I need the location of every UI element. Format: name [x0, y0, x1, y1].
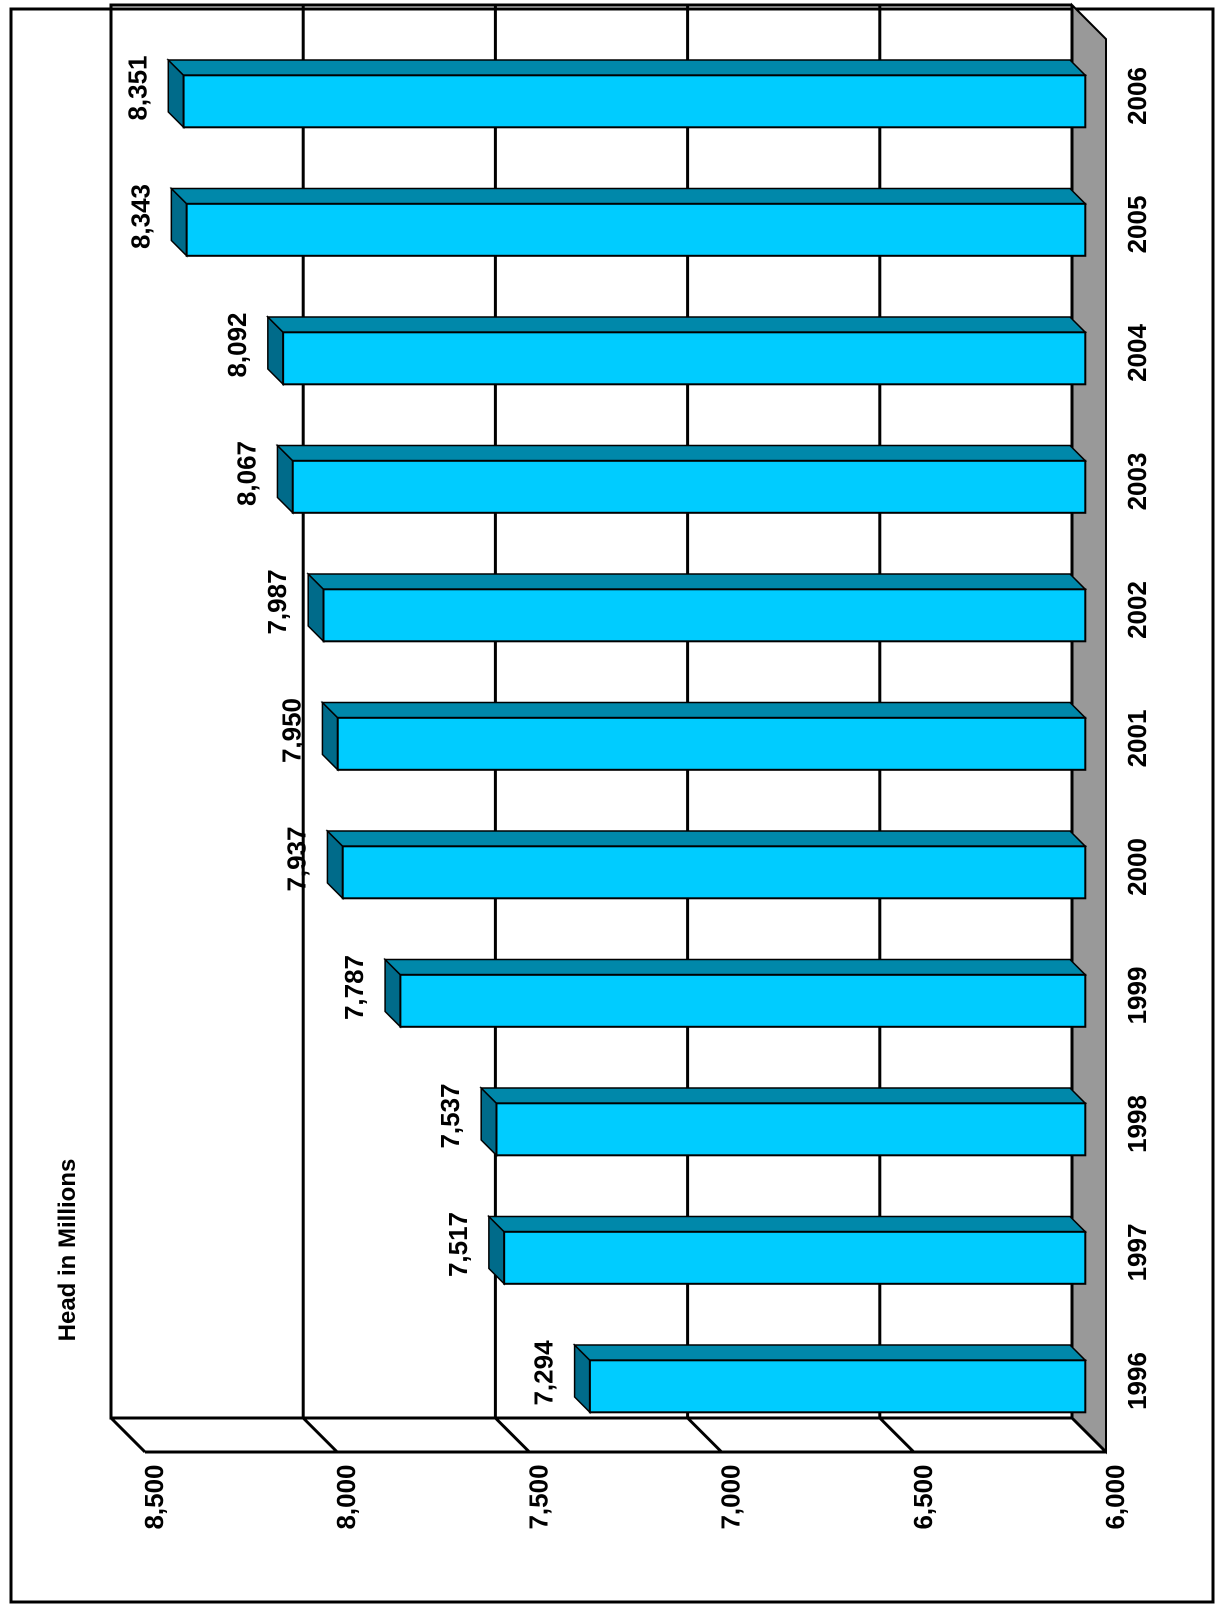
bar: [185, 202, 1087, 257]
tick-label: 6,000: [1100, 1464, 1130, 1529]
category-label: 2004: [1122, 324, 1152, 382]
category-label: 2005: [1122, 196, 1152, 254]
data-label: 7,294: [529, 1340, 559, 1406]
data-label: 7,937: [281, 826, 311, 891]
bar: [336, 716, 1087, 771]
bar-side-face: [487, 1215, 1088, 1233]
category-label: 2002: [1122, 581, 1152, 639]
bar: [322, 588, 1087, 643]
bar: [495, 1102, 1087, 1157]
bar: [588, 1359, 1087, 1414]
gridline-depth: [494, 1416, 531, 1454]
gridline-depth: [109, 1416, 147, 1454]
data-label: 7,787: [339, 955, 369, 1020]
category-label: 1999: [1122, 967, 1152, 1025]
bar-side-face: [166, 59, 1088, 77]
category-label: 2006: [1122, 67, 1152, 125]
bar: [291, 459, 1087, 514]
bar: [341, 845, 1087, 900]
gridline-depth: [302, 1416, 339, 1454]
gridline-depth: [1070, 1416, 1108, 1454]
category-label: 2001: [1122, 710, 1152, 768]
bar-side-face: [479, 1087, 1088, 1105]
bar-side-face: [169, 187, 1088, 205]
bar-side-face: [572, 1344, 1088, 1362]
bar-side-face: [383, 958, 1088, 976]
bar: [282, 331, 1087, 386]
tick-label: 8,500: [139, 1464, 169, 1529]
data-label: 8,092: [222, 312, 252, 377]
data-label: 8,351: [122, 55, 152, 120]
gridline-depth: [878, 1416, 915, 1454]
data-label: 7,950: [276, 698, 306, 763]
category-label: 2000: [1122, 838, 1152, 896]
data-label: 8,067: [231, 441, 261, 506]
data-label: 8,343: [125, 184, 155, 249]
bar-side-face: [275, 444, 1088, 462]
bar: [503, 1230, 1087, 1285]
category-label: 1996: [1122, 1352, 1152, 1410]
bar-side-face: [306, 573, 1088, 591]
tick-label: 7,000: [716, 1464, 746, 1529]
bar-side-face: [325, 830, 1088, 848]
data-label: 7,987: [262, 569, 292, 634]
axis-title: Head in Millions: [54, 1159, 81, 1342]
data-label: 7,537: [435, 1083, 465, 1148]
bar: [399, 973, 1087, 1028]
bar-side-face: [320, 701, 1088, 719]
tick-label: 6,500: [908, 1464, 938, 1529]
tick-label: 8,000: [331, 1464, 361, 1529]
bar-side-face: [266, 316, 1088, 334]
category-label: 1998: [1122, 1095, 1152, 1153]
tick-label: 7,500: [523, 1464, 553, 1529]
bar: [182, 74, 1087, 129]
category-label: 2003: [1122, 453, 1152, 511]
category-label: 1997: [1122, 1224, 1152, 1282]
gridline-depth: [686, 1416, 723, 1454]
outer-frame: [9, 7, 1215, 1604]
data-label: 7,517: [443, 1212, 473, 1277]
